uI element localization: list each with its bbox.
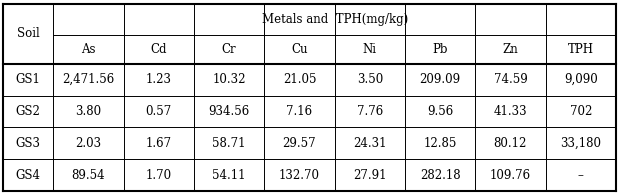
Text: 2.03: 2.03 [76,137,102,150]
Text: 3.50: 3.50 [357,73,383,86]
Text: 7.76: 7.76 [357,105,383,118]
Text: Pb: Pb [432,43,448,56]
Text: Ni: Ni [363,43,377,56]
Text: 58.71: 58.71 [212,137,246,150]
Text: 10.32: 10.32 [212,73,246,86]
Text: GS2: GS2 [15,105,41,118]
Text: 12.85: 12.85 [423,137,457,150]
Text: 89.54: 89.54 [72,169,105,182]
Text: 41.33: 41.33 [493,105,527,118]
Text: As: As [81,43,96,56]
Text: TPH: TPH [568,43,594,56]
Text: 24.31: 24.31 [353,137,386,150]
Text: Zn: Zn [503,43,518,56]
Text: 7.16: 7.16 [287,105,313,118]
Text: 2,471.56: 2,471.56 [63,73,115,86]
Text: 109.76: 109.76 [490,169,531,182]
Text: 29.57: 29.57 [283,137,316,150]
Text: –: – [578,169,584,182]
Text: 80.12: 80.12 [494,137,527,150]
Text: 1.70: 1.70 [145,169,172,182]
Text: 9,090: 9,090 [564,73,597,86]
Text: 934.56: 934.56 [209,105,250,118]
Text: 21.05: 21.05 [283,73,316,86]
Text: 9.56: 9.56 [427,105,453,118]
Text: GS3: GS3 [15,137,41,150]
Text: 1.67: 1.67 [145,137,172,150]
Text: Cu: Cu [291,43,308,56]
Text: 33,180: 33,180 [560,137,601,150]
Text: Metals and  TPH(mg/kg): Metals and TPH(mg/kg) [261,13,408,26]
Text: 54.11: 54.11 [212,169,246,182]
Text: GS4: GS4 [15,169,41,182]
Text: 27.91: 27.91 [353,169,386,182]
Text: 3.80: 3.80 [76,105,102,118]
Text: 1.23: 1.23 [146,73,172,86]
Text: 282.18: 282.18 [420,169,461,182]
Text: Cd: Cd [150,43,167,56]
Text: GS1: GS1 [15,73,41,86]
Text: 209.09: 209.09 [420,73,461,86]
Text: 132.70: 132.70 [279,169,320,182]
Text: Soil: Soil [17,27,40,40]
Text: 0.57: 0.57 [145,105,172,118]
Text: Cr: Cr [222,43,236,56]
Text: 702: 702 [569,105,592,118]
Text: 74.59: 74.59 [493,73,527,86]
